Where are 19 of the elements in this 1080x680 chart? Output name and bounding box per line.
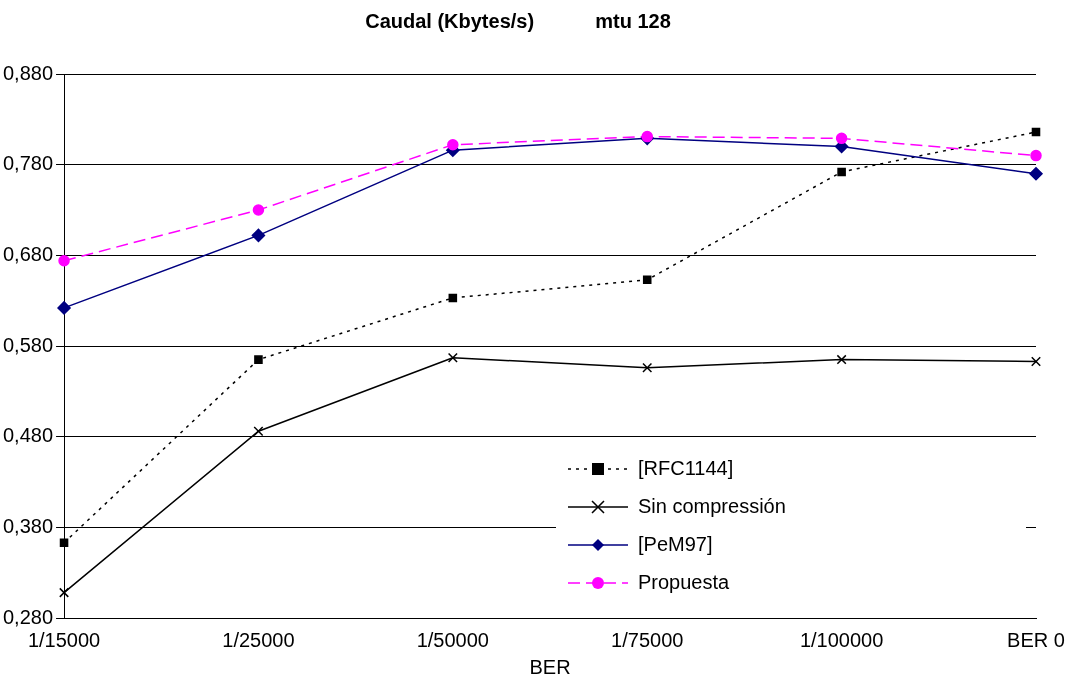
y-tick-label: 0,780 bbox=[2, 152, 54, 175]
y-tick-label: 0,380 bbox=[2, 514, 54, 537]
y-tick-label: 0,280 bbox=[2, 605, 54, 628]
y-tick-label: 0,680 bbox=[2, 242, 54, 265]
x-tick-label: 1/50000 bbox=[416, 628, 489, 651]
legend-label: Propuesta bbox=[638, 570, 731, 593]
x-tick-label: 1/25000 bbox=[222, 628, 295, 651]
y-tick-label: 0,880 bbox=[2, 61, 54, 84]
y-tick-label: 0,580 bbox=[2, 333, 54, 356]
chart-title: Caudal (Kbytes/s) mtu 128 bbox=[365, 9, 671, 32]
legend-label: [PeM97] bbox=[638, 532, 713, 555]
y-tick-label: 0,480 bbox=[2, 424, 54, 447]
x-tick-label: 1/75000 bbox=[611, 628, 684, 651]
x-tick-label: 1/15000 bbox=[27, 628, 101, 651]
x-tick-label: BER 0 bbox=[1007, 628, 1065, 651]
legend-label: [RFC1144] bbox=[638, 456, 734, 479]
legend-label: Sin compressión bbox=[638, 494, 786, 517]
x-axis-title: BER bbox=[529, 655, 571, 678]
x-tick-label: 1/100000 bbox=[799, 628, 884, 651]
